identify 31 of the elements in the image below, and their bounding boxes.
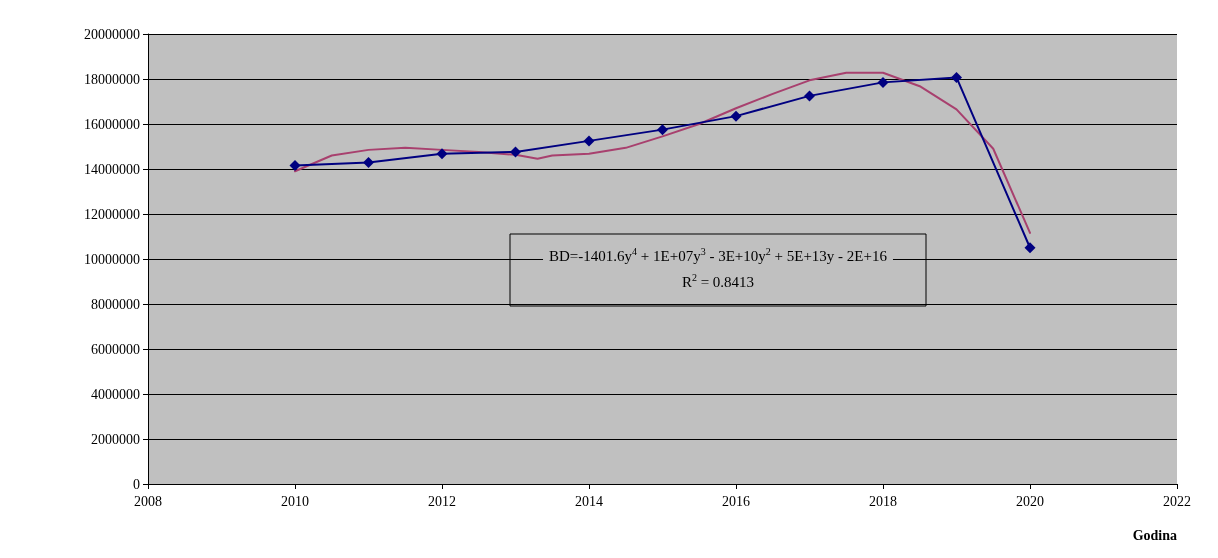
point [657,124,668,136]
y-tick-label: 12000000 [84,206,140,222]
y-tick-label: 4000000 [91,386,140,402]
point [804,90,815,102]
y-tick-label: 10000000 [84,251,140,267]
point [730,110,742,122]
y-tick-label: 0 [133,476,140,492]
point [289,159,301,171]
y-tick-label: 16000000 [84,116,140,132]
x-tick-label: 2020 [1016,493,1044,509]
point [363,156,374,168]
y-tick-label: 14000000 [84,161,140,177]
y-tick-label: 2000000 [91,431,140,447]
x-tick-label: 2022 [1163,493,1191,509]
x-tick-label: 2016 [722,493,750,509]
y-tick-label: 6000000 [91,341,140,357]
y-tick-label: 18000000 [84,71,140,87]
point [510,146,521,158]
x-tick-label: 2014 [575,493,603,509]
x-tick-label: 2008 [134,493,162,509]
point [1024,242,1036,254]
x-axis-title: Godina [1132,527,1177,543]
x-tick-label: 2010 [281,493,309,509]
point [436,148,448,160]
y-tick-label: 8000000 [91,296,140,312]
point [583,135,595,147]
y-tick-label: 20000000 [84,26,140,42]
x-tick-label: 2012 [428,493,456,509]
x-tick-label: 2018 [869,493,897,509]
point [877,76,889,88]
point [951,71,962,83]
